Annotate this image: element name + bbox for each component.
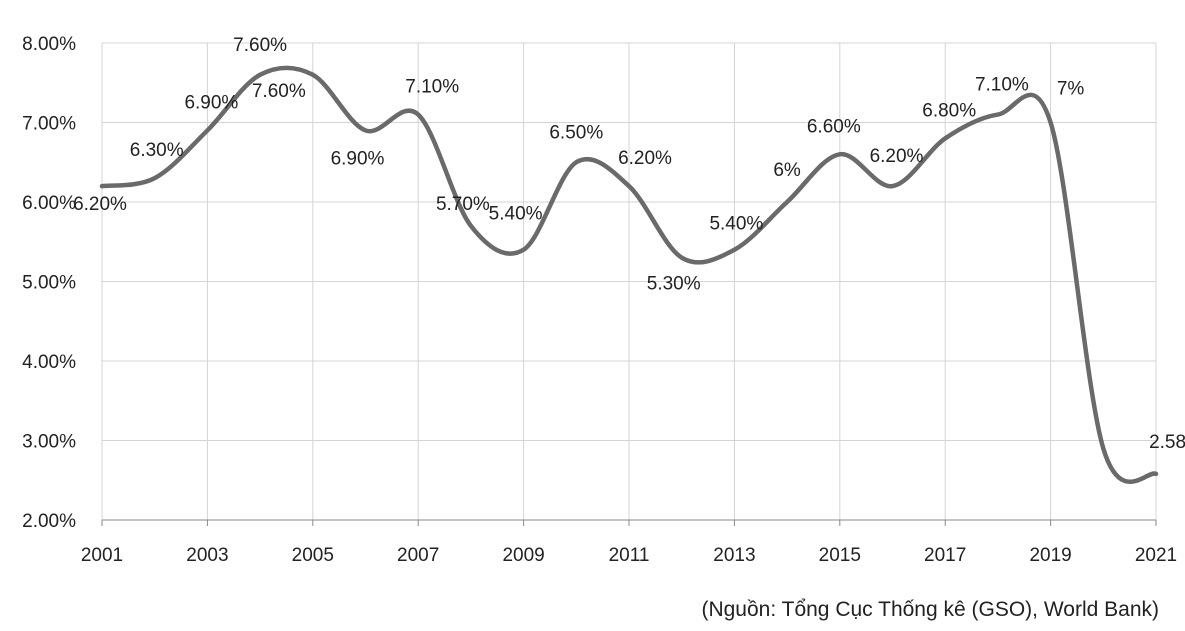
data-label: 6.80%	[922, 100, 976, 121]
data-point	[100, 184, 104, 189]
data-label: 5.70%	[436, 194, 490, 215]
x-tick-labels: 2001 2003 2005 2007 2009 2011 2013 2015 2017 2019…	[81, 545, 1177, 566]
data-label: 6.20%	[73, 194, 127, 215]
axes	[101, 519, 1157, 526]
x-tick-label: 2021	[1135, 545, 1177, 566]
y-tick-label: 6.00%	[22, 193, 76, 214]
x-tick-label: 2019	[1029, 545, 1071, 566]
data-point	[574, 160, 579, 165]
data-point	[205, 128, 210, 133]
data-point	[627, 184, 631, 189]
data-label: 6.60%	[807, 116, 861, 137]
data-series	[99, 65, 1159, 484]
data-label: 6.20%	[870, 146, 924, 167]
data-labels: 6.20% 6.30% 6.90% 7.60% 7.60% 6.90% 7.10% 5.70%…	[73, 35, 1185, 453]
data-point	[679, 255, 684, 260]
data-label: 6.30%	[130, 140, 184, 161]
x-tick-label: 2001	[81, 545, 123, 566]
data-point	[468, 223, 473, 228]
y-tick-label: 8.00%	[22, 34, 76, 55]
data-label: 2.58%	[1149, 432, 1185, 453]
data-point	[1101, 446, 1106, 451]
y-tick-labels: 2.00% 3.00% 4.00% 5.00% 6.00% 7.00% 8.00%	[22, 34, 76, 532]
data-point	[995, 112, 1000, 117]
x-tick-label: 2015	[819, 545, 861, 566]
data-point	[943, 136, 948, 141]
data-point	[363, 128, 368, 133]
data-point	[1048, 120, 1053, 125]
source-note: (Nguồn: Tổng Cục Thống kê (GSO), World B…	[701, 598, 1159, 621]
data-point	[732, 247, 737, 252]
data-point	[416, 112, 421, 117]
data-label: 6.20%	[618, 148, 672, 169]
x-tick-label: 2005	[292, 545, 334, 566]
data-point	[837, 152, 842, 157]
data-label: 6.90%	[331, 148, 385, 169]
x-tick-label: 2009	[502, 545, 544, 566]
data-label: 5.30%	[647, 274, 701, 295]
data-point	[1154, 471, 1158, 476]
data-label: 7.10%	[975, 75, 1029, 96]
y-tick-label: 3.00%	[22, 432, 76, 453]
x-tick-label: 2017	[924, 545, 966, 566]
series-line	[99, 65, 1159, 484]
data-label: 7.60%	[233, 35, 287, 56]
x-tick-label: 2013	[713, 545, 755, 566]
data-label: 6.50%	[549, 122, 603, 143]
x-tick-label: 2011	[609, 545, 650, 566]
data-label: 5.40%	[709, 214, 763, 235]
data-label: 7.10%	[405, 77, 459, 98]
x-tick-label: 2007	[397, 545, 439, 566]
data-label: 6.90%	[184, 92, 238, 113]
data-point	[785, 200, 790, 204]
data-point	[152, 176, 157, 181]
data-label: 6%	[773, 160, 801, 181]
data-label: 5.40%	[489, 204, 543, 225]
y-tick-label: 7.00%	[22, 114, 76, 135]
y-tick-label: 2.00%	[22, 511, 76, 532]
y-tick-label: 5.00%	[22, 273, 76, 294]
data-point	[258, 72, 263, 77]
data-label: 7.60%	[252, 81, 306, 102]
data-point	[890, 184, 895, 189]
data-point	[521, 247, 526, 252]
y-tick-label: 4.00%	[22, 352, 76, 373]
grid-lines	[101, 42, 1157, 521]
data-point	[310, 72, 315, 77]
data-label: 7%	[1057, 79, 1085, 100]
x-tick-label: 2003	[186, 545, 228, 566]
